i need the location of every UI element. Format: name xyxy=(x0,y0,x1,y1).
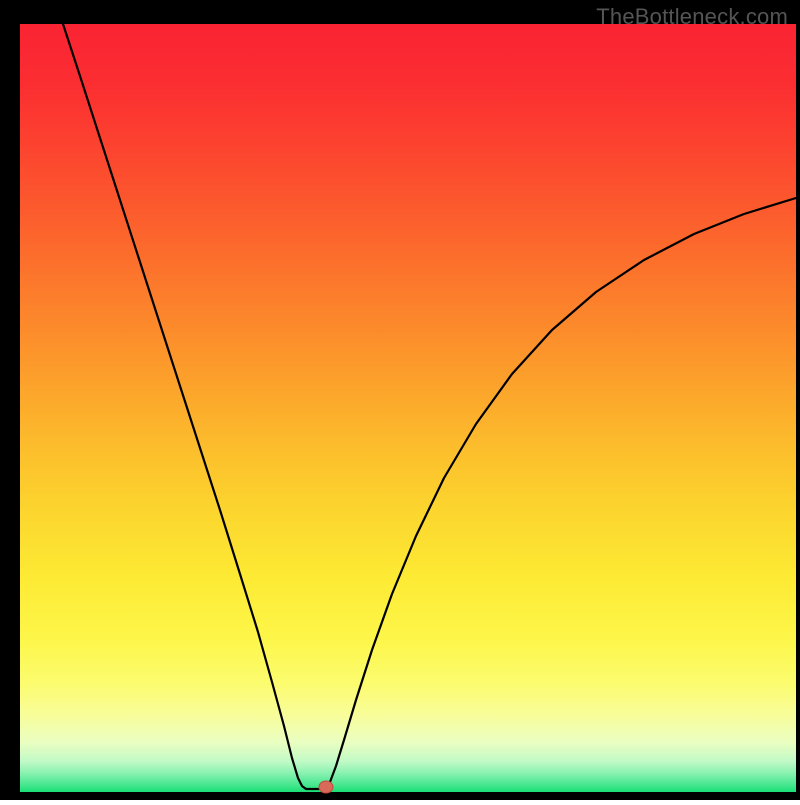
optimal-marker xyxy=(319,781,333,793)
bottleneck-chart xyxy=(0,0,800,800)
chart-svg xyxy=(0,0,800,800)
watermark-label: TheBottleneck.com xyxy=(596,4,788,30)
